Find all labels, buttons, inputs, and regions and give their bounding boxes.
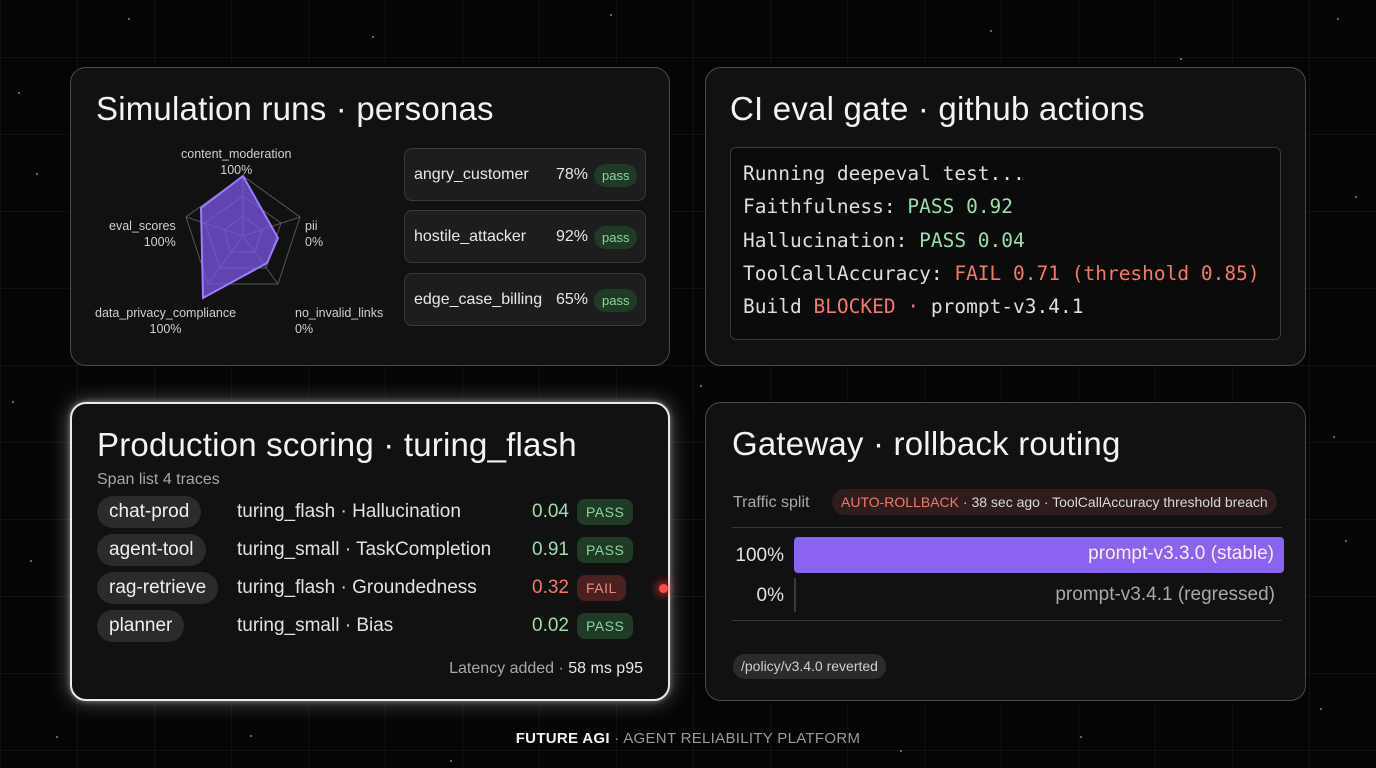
production-scoring-panel: Production scoring · turing_flash Span l… — [70, 402, 670, 701]
persona-radar-chart — [185, 174, 301, 300]
gateway-rollback-panel: Gateway · rollback routing Traffic split… — [705, 402, 1306, 701]
policy-revert-pill[interactable]: /policy/v3.4.0 reverted — [733, 654, 886, 679]
traffic-split-label: Traffic split — [733, 494, 810, 511]
span-list-subtitle: Span list 4 traces — [97, 471, 220, 488]
trace-model-metric: turing_small · Bias — [237, 615, 394, 636]
gateway-panel-title: Gateway · rollback routing — [732, 425, 1121, 462]
trace-model-metric: turing_small · TaskCompletion — [237, 539, 492, 560]
radar-axis-content-moderation: content_moderation 100% — [181, 147, 292, 177]
regressed-traffic-pct: 0% — [756, 585, 784, 606]
trace-status-badge: PASS — [577, 499, 634, 525]
stable-traffic-bar: prompt-v3.3.0 (stable) — [794, 537, 1284, 573]
persona-name: hostile_attacker — [414, 228, 527, 245]
persona-score: 92% — [556, 228, 589, 245]
trace-row-chat-prod[interactable]: chat-prod turing_flash · Hallucination 0… — [97, 496, 657, 528]
terminal-line-build: Build BLOCKED · prompt-v3.4.1 — [743, 295, 1084, 319]
trace-score: 0.04 — [532, 501, 569, 522]
persona-status-badge: pass — [594, 164, 638, 187]
trace-status-badge: PASS — [577, 613, 634, 639]
persona-score: 65% — [556, 291, 589, 308]
trace-score: 0.32 — [532, 577, 569, 598]
trace-name-pill[interactable]: rag-retrieve — [97, 572, 219, 604]
persona-row-angry-customer[interactable]: angry_customer 78% pass — [404, 148, 646, 201]
simulation-panel-title: Simulation runs · personas — [96, 90, 494, 127]
trace-row-rag-retrieve[interactable]: rag-retrieve turing_flash · Groundedness… — [97, 572, 668, 604]
production-panel-title: Production scoring · turing_flash — [97, 426, 577, 463]
stable-prompt-label: prompt-v3.3.0 (stable) — [1088, 543, 1274, 564]
brand-tagline: · AGENT RELIABILITY PLATFORM — [609, 730, 861, 747]
radar-axis-pii: pii 0% — [305, 219, 324, 249]
trace-score: 0.91 — [532, 539, 569, 560]
terminal-line-toolcall: ToolCallAccuracy: FAIL 0.71 (threshold 0… — [743, 261, 1260, 285]
trace-row-agent-tool[interactable]: agent-tool turing_small · TaskCompletion… — [97, 534, 657, 566]
persona-name: angry_customer — [414, 166, 529, 183]
simulation-runs-panel: Simulation runs · personas content_moder… — [70, 67, 670, 366]
persona-row-edge-case-billing[interactable]: edge_case_billing 65% pass — [404, 273, 646, 326]
auto-rollback-badge: AUTO-ROLLBACK · 38 sec ago · ToolCallAcc… — [832, 489, 1277, 515]
trace-name-pill[interactable]: planner — [97, 610, 185, 642]
latency-added: Latency added · 58 ms p95 — [449, 660, 643, 677]
trace-score: 0.02 — [532, 615, 569, 636]
persona-score: 78% — [556, 166, 589, 183]
trace-name-pill[interactable]: chat-prod — [97, 496, 202, 528]
divider — [732, 527, 1282, 528]
footer-branding: FUTURE AGI · AGENT RELIABILITY PLATFORM — [0, 730, 1376, 747]
trace-status-badge: FAIL — [577, 575, 626, 601]
trace-model-metric: turing_flash · Hallucination — [237, 501, 461, 522]
regressed-traffic-bar — [794, 578, 796, 612]
persona-row-hostile-attacker[interactable]: hostile_attacker 92% pass — [404, 210, 646, 263]
terminal-line-hallucination: Hallucination: PASS 0.04 — [743, 228, 1025, 252]
persona-name: edge_case_billing — [414, 291, 543, 308]
radar-axis-no-invalid-links: no_invalid_links 0% — [295, 306, 384, 336]
trace-model-metric: turing_flash · Groundedness — [237, 577, 477, 598]
terminal-line-running: Running deepeval test... — [743, 162, 1025, 185]
radar-series-area — [199, 174, 280, 300]
radar-axis-eval-scores: eval_scores 100% — [109, 219, 176, 249]
ci-eval-gate-panel: CI eval gate · github actions Running de… — [705, 67, 1306, 366]
regressed-prompt-label: prompt-v3.4.1 (regressed) — [1055, 584, 1275, 605]
radar-axis-data-privacy: data_privacy_compliance 100% — [95, 306, 237, 336]
ci-panel-title: CI eval gate · github actions — [730, 90, 1145, 127]
stable-traffic-pct: 100% — [735, 545, 784, 566]
trace-row-planner[interactable]: planner turing_small · Bias 0.02 PASS — [97, 610, 657, 642]
persona-status-badge: pass — [594, 289, 638, 312]
trace-name-pill[interactable]: agent-tool — [97, 534, 206, 566]
alert-dot-icon — [659, 584, 668, 593]
terminal-line-faithfulness: Faithfulness: PASS 0.92 — [743, 195, 1014, 219]
divider — [732, 620, 1282, 621]
brand-name: FUTURE AGI — [515, 730, 610, 747]
persona-status-badge: pass — [594, 226, 638, 249]
ci-terminal-output: Running deepeval test... Faithfulness: P… — [730, 147, 1281, 340]
trace-status-badge: PASS — [577, 537, 634, 563]
